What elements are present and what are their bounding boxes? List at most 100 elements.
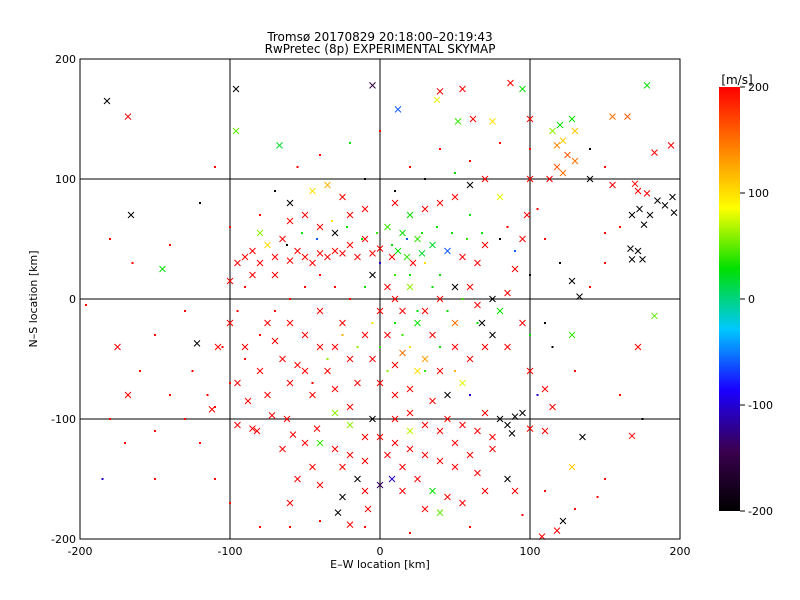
data-point-cross xyxy=(256,367,264,375)
data-point-cross xyxy=(507,79,514,87)
data-point-cross xyxy=(414,235,421,243)
data-point-cross xyxy=(193,340,201,347)
data-points xyxy=(85,79,678,540)
data-point-cross xyxy=(354,475,361,483)
colorbar-tick-label: -100 xyxy=(748,399,773,412)
data-point-cross xyxy=(256,229,264,237)
data-point-dot xyxy=(229,502,231,504)
data-point-dot xyxy=(469,214,471,216)
data-point-cross xyxy=(451,463,459,471)
data-point-cross xyxy=(568,277,576,285)
data-point-cross xyxy=(553,163,561,171)
data-point-cross xyxy=(406,211,414,219)
data-point-cross xyxy=(646,211,654,219)
data-point-dot xyxy=(476,322,479,324)
y-tick-label: 0 xyxy=(69,293,76,306)
data-point-cross xyxy=(376,245,384,252)
data-point-cross xyxy=(376,481,384,489)
data-point-cross xyxy=(511,413,519,420)
data-point-cross xyxy=(324,253,331,261)
data-point-cross xyxy=(466,181,474,189)
data-point-cross xyxy=(331,229,339,237)
y-axis-ticks: -200 -100 0 100 200 xyxy=(51,53,680,546)
x-tick-label: 200 xyxy=(670,545,691,558)
data-point-cross xyxy=(549,127,556,135)
data-point-dot xyxy=(559,262,561,264)
data-point-dot xyxy=(409,274,411,276)
data-point-dot xyxy=(529,334,531,336)
data-point-cross xyxy=(388,475,396,483)
data-point-dot xyxy=(296,166,299,168)
data-point-cross xyxy=(369,250,376,257)
data-point-cross xyxy=(376,379,384,387)
data-point-cross xyxy=(421,205,429,213)
data-point-dot xyxy=(236,310,239,312)
data-point-dot xyxy=(424,262,426,264)
data-point-dot xyxy=(154,430,156,432)
data-point-dot xyxy=(574,508,576,510)
data-point-cross xyxy=(414,367,421,375)
data-point-cross xyxy=(466,283,474,291)
data-point-cross xyxy=(234,379,241,387)
data-point-cross xyxy=(451,319,459,327)
data-point-cross xyxy=(519,85,526,93)
data-point-cross xyxy=(286,217,294,225)
data-point-cross xyxy=(519,409,526,417)
data-point-cross xyxy=(564,151,571,159)
data-point-cross xyxy=(444,391,451,399)
data-point-cross xyxy=(301,439,309,447)
data-point-cross xyxy=(279,445,286,453)
data-point-cross xyxy=(436,199,444,207)
data-point-dot xyxy=(379,346,381,348)
data-point-cross xyxy=(553,142,561,149)
data-point-dot xyxy=(574,370,576,372)
data-point-dot xyxy=(364,178,366,180)
data-point-cross xyxy=(384,283,391,291)
data-point-cross xyxy=(526,425,534,432)
data-point-dot xyxy=(401,334,404,336)
data-point-cross xyxy=(459,379,466,387)
data-point-cross xyxy=(376,433,384,441)
data-point-dot xyxy=(109,238,111,240)
data-point-cross xyxy=(286,199,294,207)
data-point-dot xyxy=(214,166,216,168)
data-point-cross xyxy=(361,487,369,495)
data-point-cross xyxy=(406,445,414,453)
data-point-cross xyxy=(609,181,616,189)
data-point-cross xyxy=(309,187,316,195)
data-point-cross xyxy=(264,391,271,399)
data-point-cross xyxy=(579,433,586,441)
data-point-cross xyxy=(444,493,451,501)
data-point-cross xyxy=(346,403,354,411)
data-point-cross xyxy=(286,499,294,507)
data-point-cross xyxy=(226,277,234,285)
data-point-cross xyxy=(436,367,444,375)
data-point-dot xyxy=(409,532,411,534)
colorbar-gradient xyxy=(719,87,740,511)
data-point-dot xyxy=(536,208,539,210)
data-point-dot xyxy=(199,202,201,204)
data-point-cross xyxy=(609,113,616,120)
data-point-cross xyxy=(301,211,309,219)
data-point-cross xyxy=(571,127,579,135)
data-point-dot xyxy=(289,298,291,300)
data-point-dot xyxy=(461,298,464,300)
data-point-dot xyxy=(506,226,509,228)
data-point-cross xyxy=(309,259,316,267)
data-point-cross xyxy=(406,283,414,291)
data-point-dot xyxy=(214,406,216,408)
data-point-cross xyxy=(519,319,526,327)
data-point-dot xyxy=(619,394,621,396)
data-point-cross xyxy=(276,142,283,149)
data-point-cross xyxy=(301,253,309,261)
data-point-dot xyxy=(85,304,87,306)
data-point-cross xyxy=(651,149,658,156)
data-point-dot xyxy=(311,382,314,384)
data-point-dot xyxy=(361,238,363,240)
data-point-cross xyxy=(364,505,372,513)
data-point-dot xyxy=(394,190,396,192)
data-point-dot xyxy=(391,244,393,246)
data-point-dot xyxy=(589,286,591,288)
data-point-cross xyxy=(114,343,121,351)
